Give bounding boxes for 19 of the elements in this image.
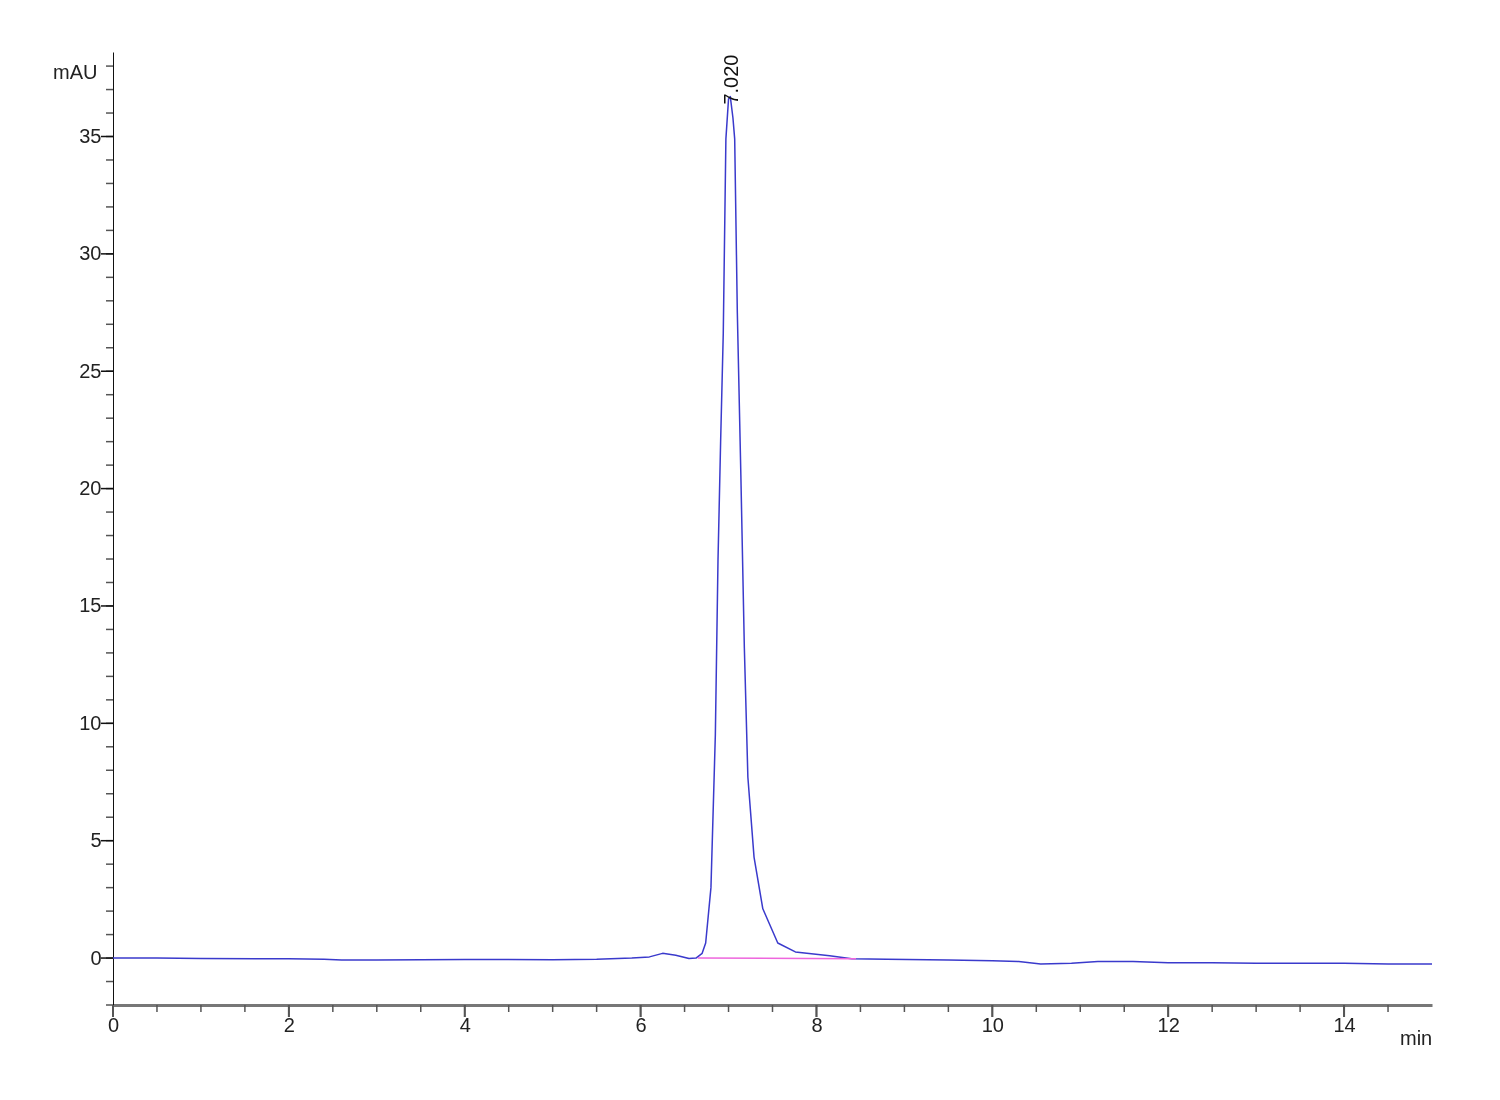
x-tick-label: 8 <box>811 1013 823 1036</box>
x-tick-label: 14 <box>1333 1013 1356 1036</box>
y-tick-label: 15 <box>79 594 102 617</box>
x-tick-label: 2 <box>283 1013 295 1036</box>
y-tick-label: 5 <box>90 829 102 852</box>
y-tick-label: 35 <box>79 125 102 147</box>
y-tick-label: 25 <box>79 359 102 382</box>
y-tick-label: 20 <box>79 477 102 500</box>
x-axis-title: min <box>1400 1027 1433 1049</box>
y-axis-title: mAU <box>53 60 98 83</box>
annotation: 7.020 <box>720 54 743 105</box>
x-tick-label: 0 <box>107 1013 120 1036</box>
x-tick-label: 12 <box>1157 1013 1180 1036</box>
y-tick-label: 0 <box>90 946 102 969</box>
x-tick-label: 10 <box>981 1013 1004 1036</box>
y-tick-label: 30 <box>79 242 102 265</box>
x-tick-label: 6 <box>635 1013 647 1036</box>
y-tick-label: 10 <box>79 711 102 734</box>
x-tick-label: 4 <box>459 1013 471 1036</box>
